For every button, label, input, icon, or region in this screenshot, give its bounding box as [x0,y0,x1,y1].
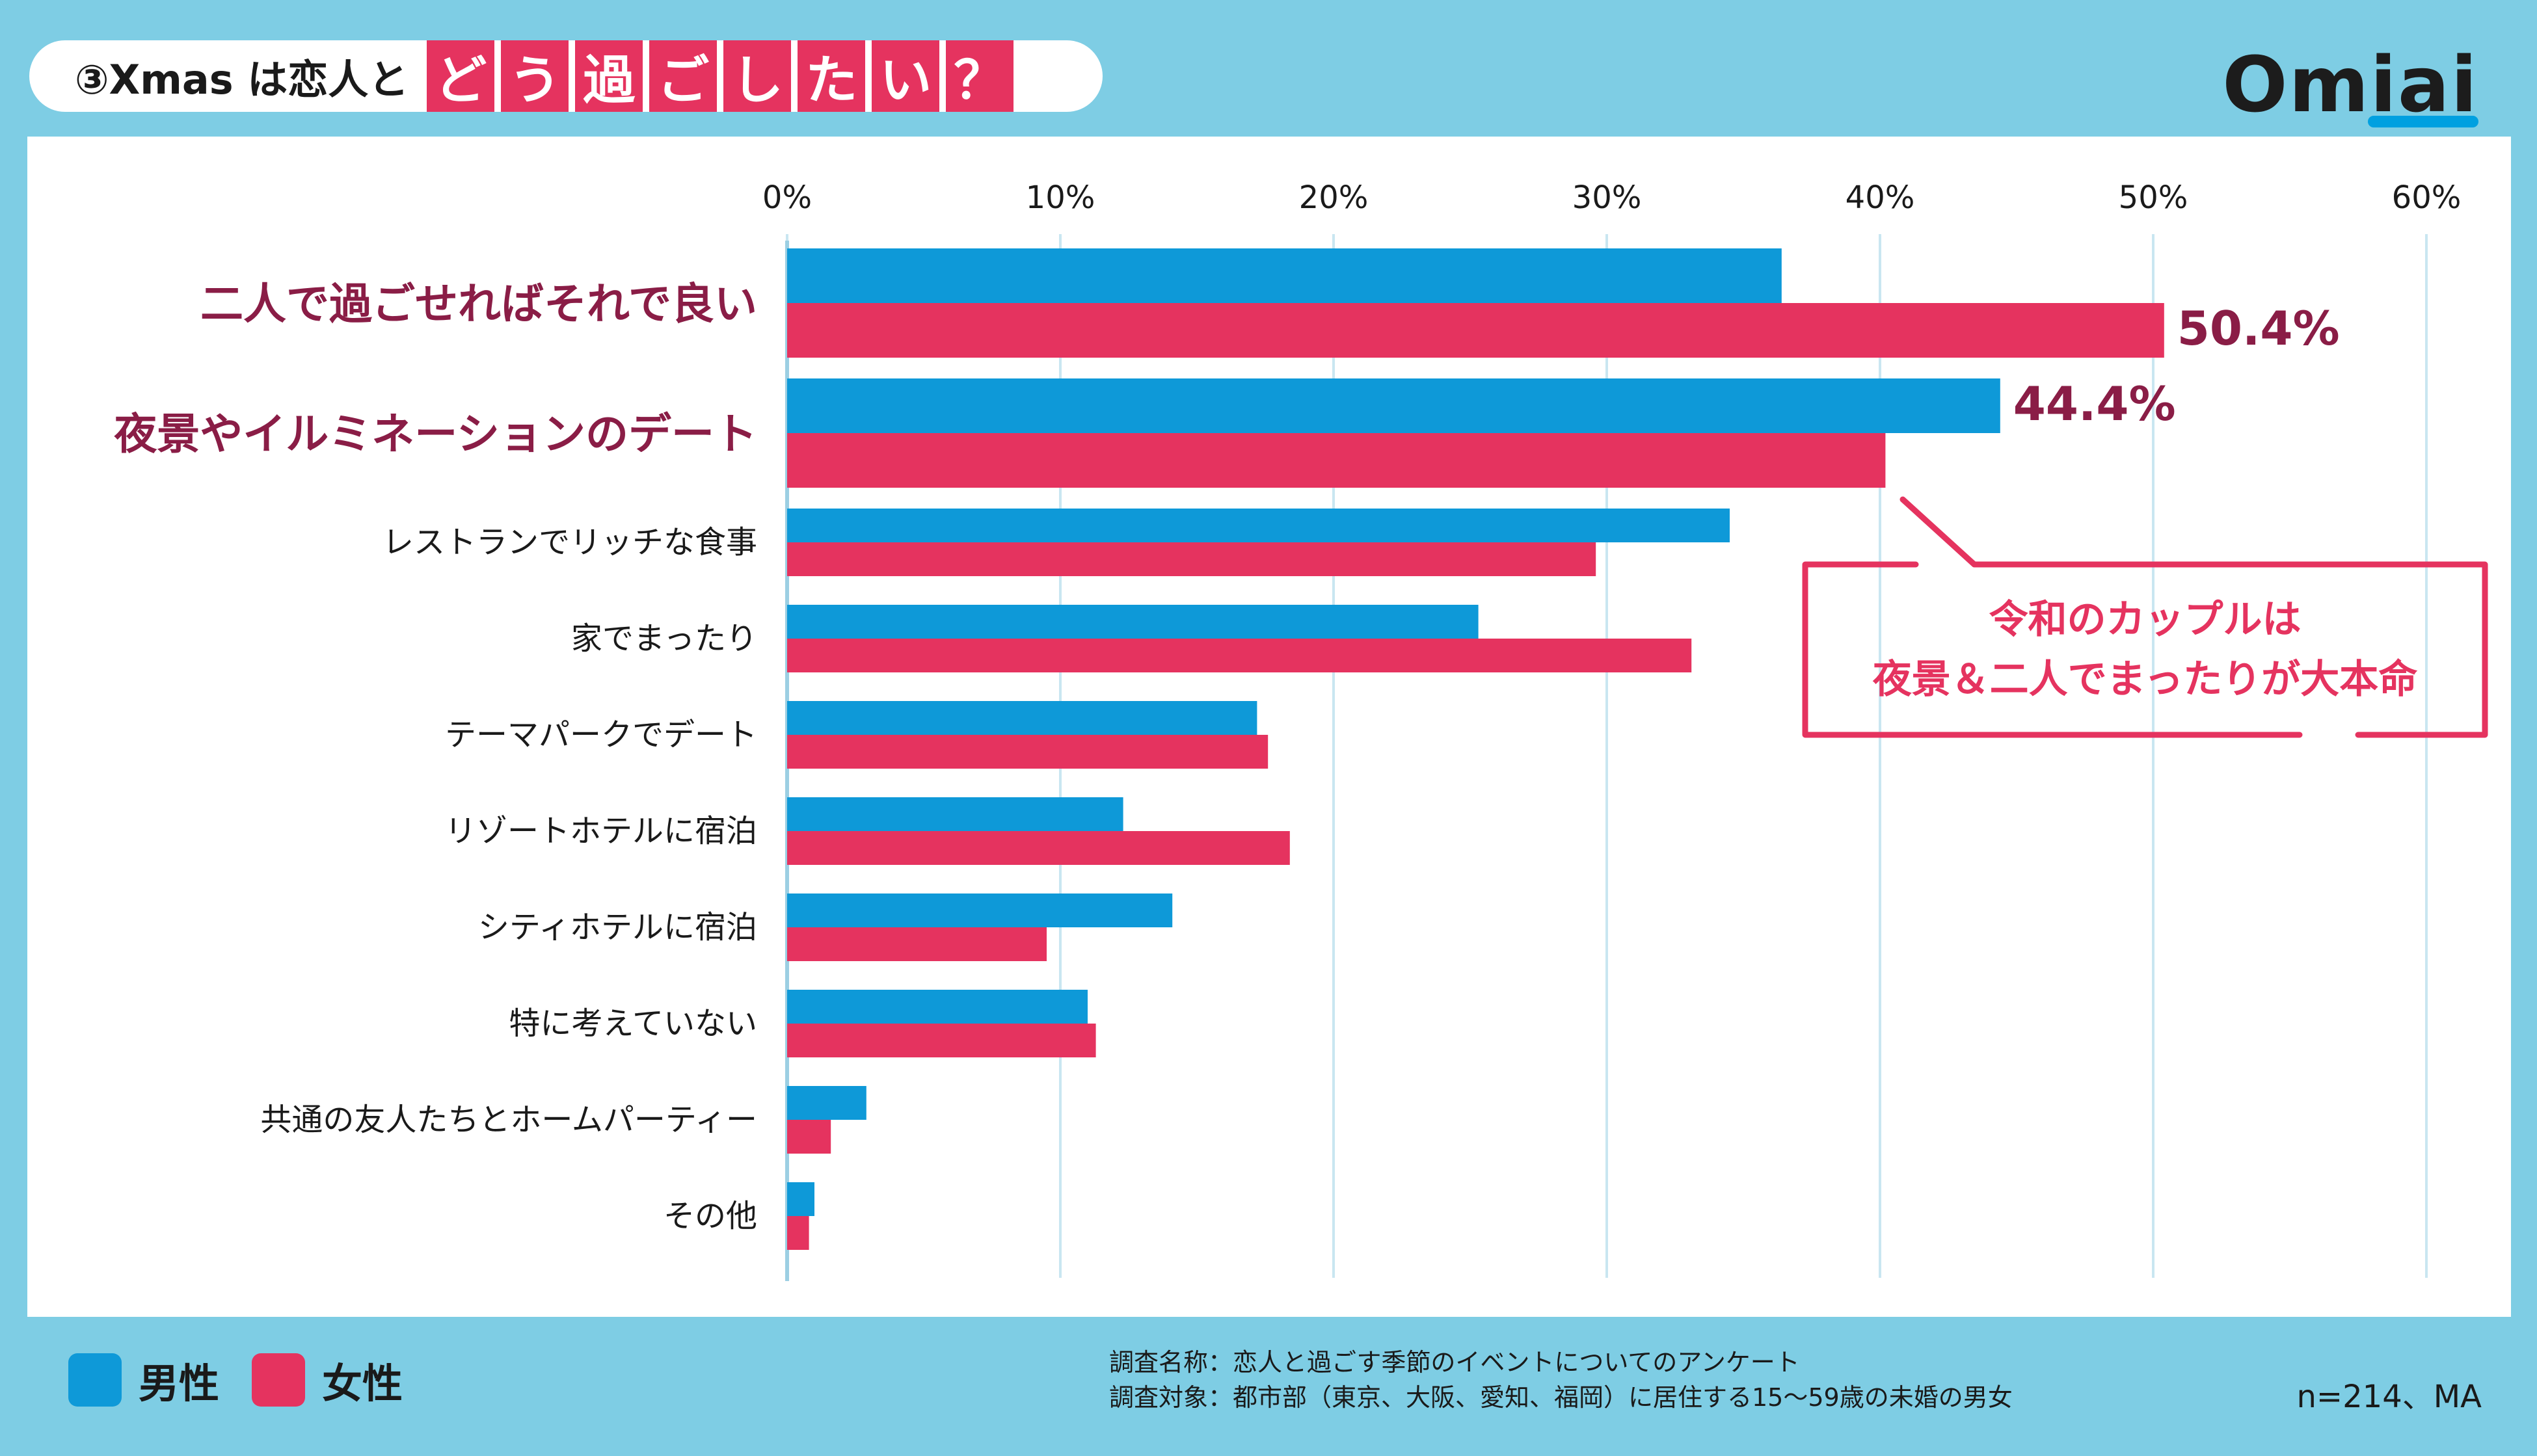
legend-item-female: 女性 [252,1351,403,1409]
title-tile: う [501,40,569,112]
legend-item-male: 男性 [68,1351,219,1409]
category-label: 夜景やイルミネーションのデート [113,409,757,459]
chart-panel: 0% 10% 20% 30% 40% 50% 60% 二人で過ごせればそれで良い夜景やイルミネ… [27,137,2511,1317]
survey-target: 調査対象：都市部（東京、大阪、愛知、福岡）に居住する15〜59歳の未婚の男女 [1109,1383,2013,1412]
bar-female [787,735,1268,769]
bar-male [787,605,1479,639]
bar-female [787,433,1886,488]
annotation-callout-border [1802,496,2488,738]
title-tile: し [723,40,792,112]
category-label: テーマパークでデート [445,717,757,753]
sample-size: n=214、MA [2296,1379,2482,1415]
bar-male [787,509,1730,542]
bar-female [787,1024,1096,1057]
title-prefix: ③Xmas は恋人と [75,56,409,103]
bar-male [787,378,2000,433]
x-tick-label: 20% [1299,179,1369,216]
bar-male [787,797,1123,831]
omiai-logo: Omiai [2222,40,2478,129]
bar-male [787,248,1782,303]
bar-male [787,893,1173,927]
x-tick-label: 10% [1026,179,1095,216]
survey-name: 調査名称：恋人と過ごす季節のイベントについてのアンケート [1109,1348,1800,1377]
data-label: 44.4% [2013,377,2176,431]
bar-female [787,831,1290,865]
bar-chart: 0% 10% 20% 30% 40% 50% 60% 二人で過ごせればそれで良い夜景やイルミネ… [113,179,2488,1281]
category-label: レストランでリッチな食事 [383,524,757,561]
category-label: 特に考えていない [509,1005,757,1042]
bar-female [787,927,1047,961]
bar-male [787,1086,866,1120]
x-tick-label: 0% [762,179,812,216]
bar-female [787,1120,831,1154]
title-tile: ？ [946,40,1014,112]
category-label: リゾートホテルに宿泊 [445,813,757,849]
legend-label-female: 女性 [322,1360,403,1407]
category-label: 共通の友人たちとホームパーティー [260,1102,757,1138]
title-tile: た [798,40,866,112]
logo-accent-bar [2368,116,2478,127]
category-label: 二人で過ごせればそれで良い [200,279,757,329]
x-tick-label: 60% [2392,179,2462,216]
legend-swatch-female [252,1353,306,1407]
x-tick-label: 30% [1572,179,1642,216]
bar-female [787,303,2164,358]
annotation-text: 令和のカップルは [1989,597,2302,642]
title-highlight-tiles: ど う 過 ご し た い ？ [427,40,1020,112]
bar-female [787,1216,809,1250]
bar-female [787,542,1596,576]
legend: 男性 女性 [68,1351,435,1409]
category-label: シティホテルに宿泊 [478,909,757,946]
legend-label-male: 男性 [139,1360,220,1407]
bar-male [787,701,1257,735]
bar-male [787,990,1088,1024]
legend-swatch-male [68,1353,122,1407]
x-tick-label: 50% [2119,179,2188,216]
title-tile: ど [427,40,495,112]
survey-info: 調査名称：恋人と過ごす季節のイベントについてのアンケート 調査対象：都市部（東京… [1109,1345,2013,1415]
data-label: 50.4% [2177,301,2340,356]
annotation-text: 夜景＆二人でまったりが大本命 [1872,657,2418,702]
category-label: 家でまったり [571,620,757,657]
title-tile: ご [649,40,718,112]
bar-female [787,639,1692,672]
x-tick-label: 40% [1846,179,1915,216]
title-tile: い [872,40,940,112]
bar-male [787,1182,814,1216]
title-tile: 過 [575,40,643,112]
title-banner: ③Xmas は恋人と ど う 過 ご し た い ？ [29,40,1103,112]
category-label: その他 [664,1198,757,1234]
